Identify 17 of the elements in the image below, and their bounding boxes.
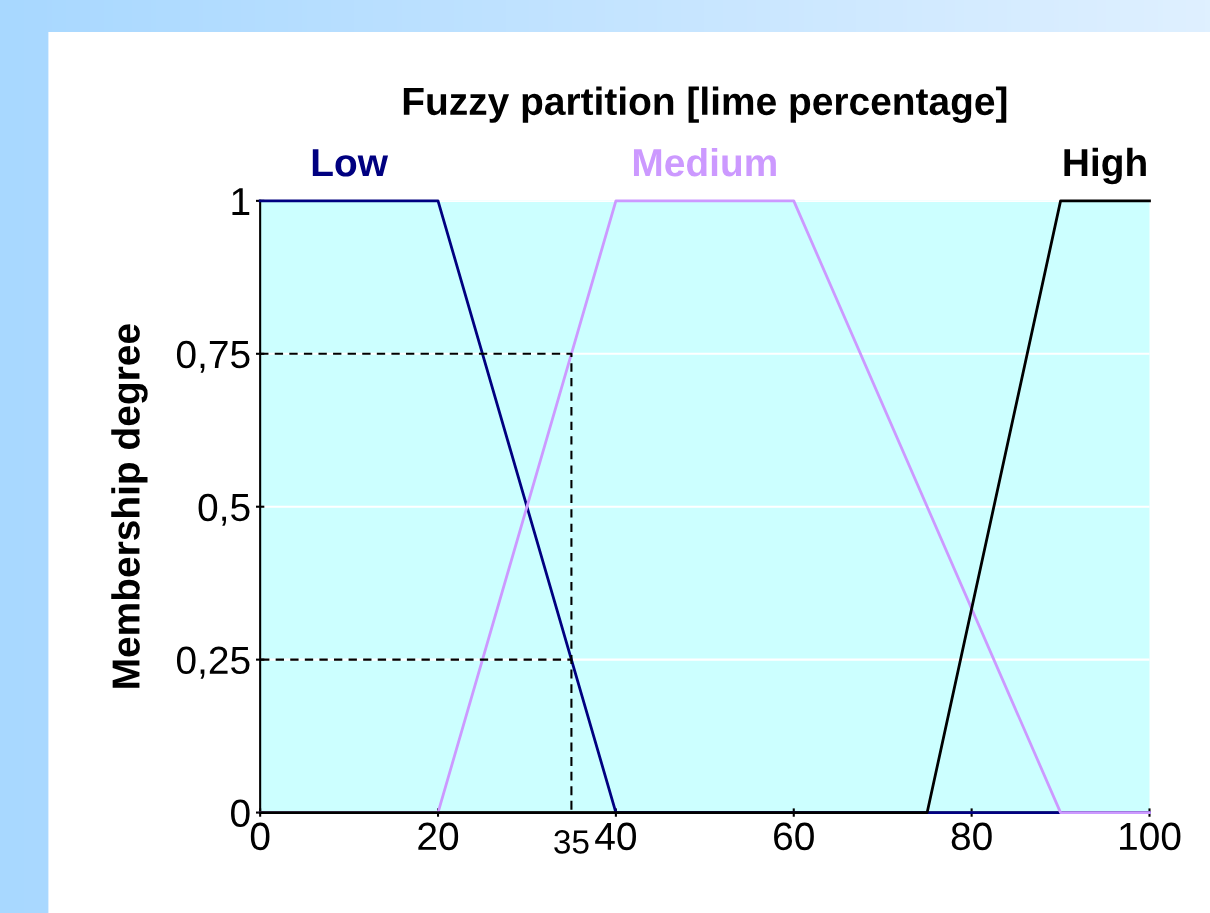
x-tick-label: 80	[951, 822, 992, 851]
series-label: Medium	[633, 147, 776, 177]
x-tick-label: 100	[1120, 822, 1181, 851]
y-tick-label: 0,25	[176, 646, 250, 679]
series-label: High	[1064, 147, 1146, 185]
annotation: 35	[554, 830, 589, 854]
y-tick-label: 1	[232, 188, 250, 215]
x-tick-label: 40	[595, 822, 636, 851]
y-tick-label: 0,5	[198, 493, 250, 526]
chart-title: Fuzzy partition [lime percentage]	[403, 86, 1007, 123]
x-tick-label: 60	[774, 822, 814, 851]
y-tick-label: 0,75	[176, 340, 250, 373]
y-tick-label: 0	[231, 799, 250, 828]
x-tick-label: 0	[250, 822, 270, 851]
x-tick-label: 20	[418, 822, 459, 851]
series-label: Low	[312, 149, 389, 177]
y-axis-title: Membership degree	[111, 324, 148, 688]
